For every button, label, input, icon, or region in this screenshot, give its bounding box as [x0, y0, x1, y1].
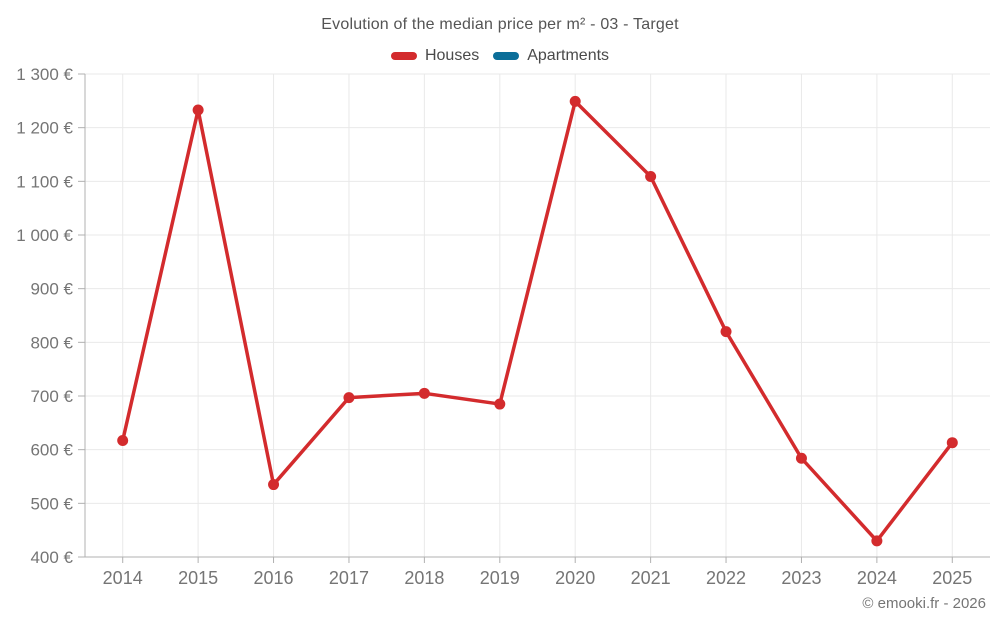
- y-tick-label: 1 200 €: [16, 119, 73, 138]
- legend: Houses Apartments: [0, 47, 1000, 65]
- houses-series-line: [120, 99, 955, 543]
- houses-data-point: [871, 535, 883, 547]
- x-tick-label: 2025: [932, 568, 972, 588]
- apartments-series-swatch-icon: [493, 52, 520, 60]
- y-tick-label: 1 000 €: [16, 226, 73, 245]
- houses-data-point: [569, 95, 581, 107]
- x-tick-label: 2014: [103, 568, 143, 588]
- legend-label-apartments: Apartments: [527, 47, 610, 64]
- houses-series-swatch-icon: [390, 52, 417, 60]
- houses-data-point: [645, 171, 657, 183]
- houses-data-point: [720, 326, 732, 338]
- y-tick-label: 500 €: [30, 494, 73, 513]
- houses-data-point: [418, 387, 430, 399]
- houses-data-point: [343, 392, 355, 404]
- y-tick-label: 1 100 €: [16, 172, 73, 191]
- x-tick-label: 2023: [781, 568, 821, 588]
- x-tick-label: 2019: [480, 568, 520, 588]
- legend-item-apartments[interactable]: Apartments: [493, 47, 609, 65]
- copyright-text: © emooki.fr - 2026: [862, 595, 986, 612]
- houses-data-point: [117, 435, 129, 447]
- x-tick-label: 2024: [857, 568, 897, 588]
- houses-data-point: [795, 452, 807, 464]
- y-tick-label: 900 €: [30, 280, 73, 299]
- y-tick-label: 700 €: [30, 387, 73, 406]
- x-tick-label: 2018: [404, 568, 444, 588]
- legend-label-houses: Houses: [424, 47, 480, 64]
- y-tick-label: 1 300 €: [16, 65, 73, 84]
- y-tick-label: 400 €: [30, 548, 73, 567]
- x-tick-label: 2016: [254, 568, 294, 588]
- x-tick-label: 2020: [555, 568, 595, 588]
- y-tick-label: 600 €: [30, 441, 73, 460]
- houses-data-point: [946, 437, 958, 449]
- x-tick-label: 2022: [706, 568, 746, 588]
- houses-data-point: [268, 479, 280, 491]
- x-tick-label: 2017: [329, 568, 369, 588]
- houses-data-point: [494, 398, 506, 410]
- y-tick-label: 800 €: [30, 333, 73, 352]
- legend-item-houses[interactable]: Houses: [390, 47, 480, 65]
- chart-title: Evolution of the median price per m² - 0…: [321, 16, 679, 33]
- x-tick-label: 2015: [178, 568, 218, 588]
- houses-data-point: [192, 104, 204, 116]
- x-tick-label: 2021: [631, 568, 671, 588]
